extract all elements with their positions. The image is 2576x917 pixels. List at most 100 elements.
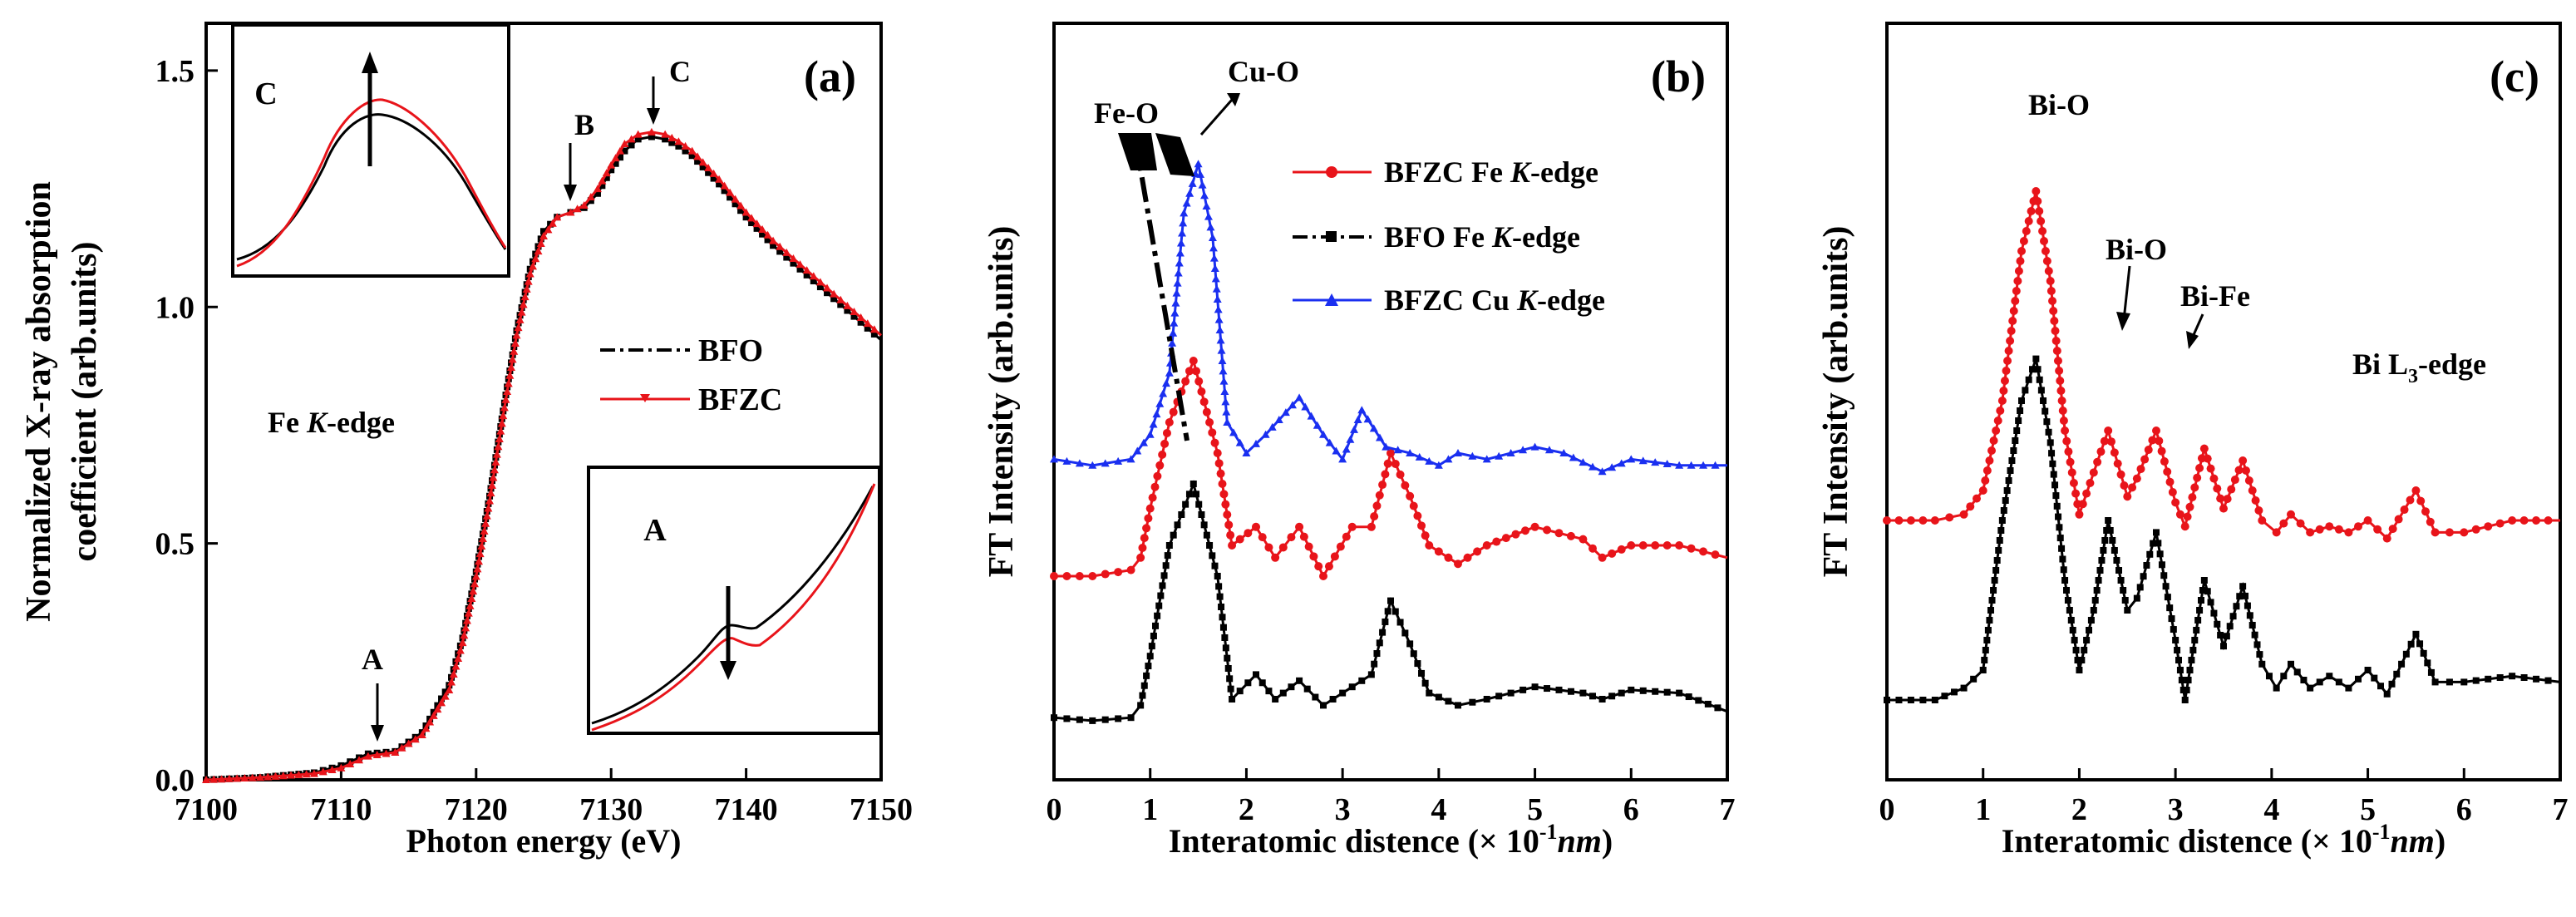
data-point bbox=[1114, 456, 1123, 465]
data-point bbox=[1695, 697, 1702, 704]
data-point bbox=[2047, 287, 2056, 295]
data-point bbox=[2117, 577, 2125, 584]
data-point bbox=[2048, 450, 2056, 457]
data-point bbox=[481, 519, 490, 527]
data-point bbox=[1140, 438, 1148, 446]
data-point bbox=[1511, 530, 1520, 539]
data-point bbox=[1287, 533, 1296, 542]
data-point bbox=[2246, 612, 2253, 619]
data-point bbox=[421, 724, 431, 732]
data-point bbox=[1173, 279, 1182, 287]
data-point bbox=[1180, 209, 1189, 217]
data-point bbox=[1350, 425, 1359, 433]
data-point bbox=[1215, 583, 1223, 590]
data-point bbox=[2420, 649, 2427, 657]
data-point bbox=[2018, 397, 2025, 404]
data-point bbox=[795, 260, 805, 269]
data-point bbox=[1126, 455, 1135, 463]
data-point bbox=[2176, 667, 2184, 673]
data-point bbox=[1421, 679, 1429, 687]
data-point bbox=[667, 133, 677, 141]
data-point bbox=[2400, 505, 2409, 515]
data-point bbox=[2181, 697, 2189, 703]
data-point bbox=[2496, 674, 2504, 681]
data-point bbox=[2203, 454, 2212, 463]
data-point bbox=[2071, 637, 2078, 643]
data-point bbox=[790, 259, 797, 267]
data-point bbox=[1208, 428, 1217, 437]
data-point bbox=[1216, 336, 1225, 344]
data-point bbox=[2363, 516, 2372, 525]
data-point bbox=[1983, 637, 1991, 643]
data-point bbox=[1208, 234, 1217, 241]
data-point bbox=[2251, 496, 2260, 505]
data-point bbox=[1675, 461, 1684, 469]
data-point bbox=[566, 208, 575, 216]
data-point bbox=[2036, 376, 2043, 383]
data-point bbox=[1367, 671, 1375, 678]
data-point bbox=[2544, 677, 2552, 684]
data-point bbox=[429, 711, 438, 719]
inset-c-label: C bbox=[254, 76, 277, 111]
data-point bbox=[1406, 449, 1415, 456]
y-tick-label: 1.5 bbox=[155, 54, 195, 89]
data-point bbox=[1155, 399, 1165, 407]
data-point bbox=[2110, 448, 2119, 457]
data-point bbox=[2168, 488, 2177, 497]
panel-c-series bbox=[1883, 187, 2561, 703]
data-point bbox=[1169, 407, 1178, 417]
data-point bbox=[482, 511, 491, 520]
data-point bbox=[1530, 442, 1539, 451]
data-point bbox=[1152, 410, 1161, 418]
data-point bbox=[1309, 552, 1318, 561]
data-point bbox=[2183, 687, 2190, 693]
data-point bbox=[1996, 407, 2005, 415]
data-point bbox=[2050, 471, 2057, 478]
data-point bbox=[1164, 552, 1171, 560]
panel-a-ylabel-line2: coefficient (arb.units) bbox=[66, 242, 104, 562]
data-point bbox=[1196, 170, 1205, 178]
data-point bbox=[869, 325, 879, 333]
data-point bbox=[620, 140, 629, 148]
data-point bbox=[731, 200, 739, 208]
data-point bbox=[1258, 533, 1267, 542]
data-point bbox=[1425, 456, 1434, 465]
data-point bbox=[1150, 632, 1157, 639]
data-point bbox=[1206, 223, 1215, 231]
data-point bbox=[2227, 485, 2236, 494]
data-point bbox=[747, 214, 756, 222]
data-point bbox=[1137, 702, 1145, 709]
data-point bbox=[2037, 387, 2045, 394]
data-point bbox=[2101, 537, 2109, 544]
data-point bbox=[2061, 577, 2069, 584]
data-point bbox=[2188, 657, 2195, 663]
data-point bbox=[1304, 542, 1313, 551]
panel-b-ylabel: FT Intensity (arb.units) bbox=[983, 226, 1021, 578]
data-point bbox=[1252, 522, 1260, 531]
series-line bbox=[1053, 163, 1727, 473]
data-point bbox=[1144, 514, 1153, 523]
data-point bbox=[2064, 597, 2071, 604]
x-tick-label: 6 bbox=[2456, 792, 2472, 827]
data-point bbox=[467, 594, 476, 602]
data-point bbox=[1146, 653, 1154, 660]
data-point bbox=[2058, 545, 2066, 552]
data-point bbox=[2148, 436, 2157, 445]
panel-b: 0 1 2 3 4 5 6 7 (b) Interatomic distence (× 10-… bbox=[983, 22, 1736, 860]
data-point bbox=[1261, 430, 1270, 438]
data-point bbox=[2207, 599, 2214, 606]
data-point bbox=[1218, 604, 1225, 610]
data-point bbox=[2055, 513, 2062, 520]
data-point bbox=[843, 301, 852, 309]
data-point bbox=[2214, 620, 2221, 628]
data-point bbox=[1175, 259, 1184, 267]
data-point bbox=[1639, 687, 1647, 694]
data-point bbox=[471, 572, 480, 580]
data-point bbox=[736, 201, 746, 210]
inset-a-label: A bbox=[643, 513, 667, 548]
data-point bbox=[1224, 654, 1231, 662]
data-point bbox=[586, 193, 595, 201]
data-point bbox=[2193, 473, 2202, 482]
data-point bbox=[1566, 531, 1575, 540]
data-point bbox=[1242, 449, 1251, 456]
